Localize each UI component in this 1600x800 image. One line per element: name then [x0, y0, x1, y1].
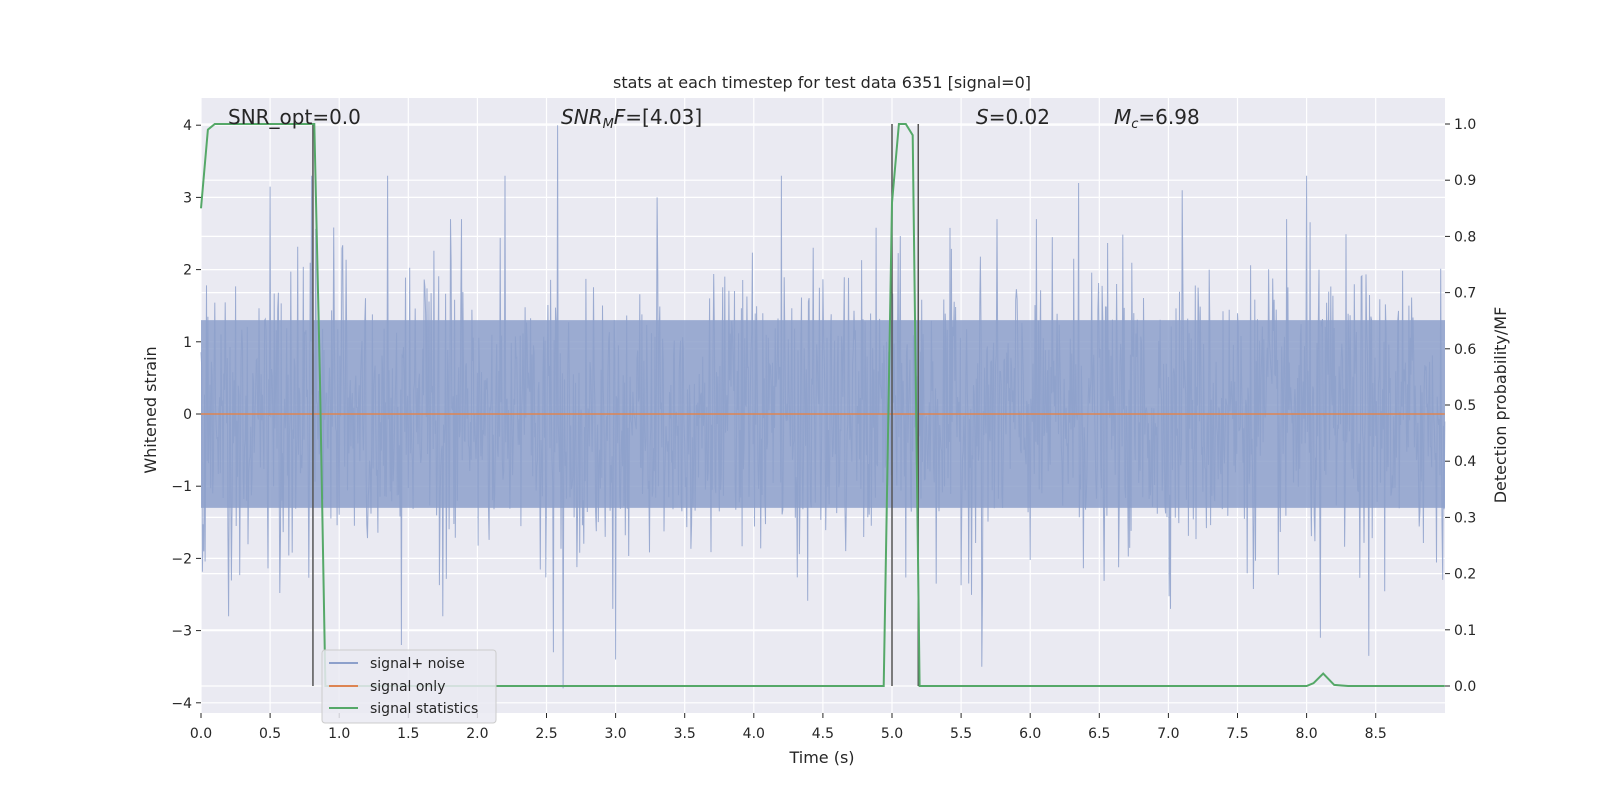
- y-tick-label-left: 3: [183, 190, 192, 206]
- y-tick-label-left: 4: [183, 118, 192, 134]
- x-tick-label: 1.5: [397, 726, 419, 742]
- signal-statistics-line: [200, 123, 1445, 687]
- y-tick-label-right: 0.8: [1454, 229, 1476, 245]
- y-tick-label-right: 0.5: [1454, 398, 1476, 414]
- x-tick-label: 6.0: [1019, 726, 1041, 742]
- y-tick-label-right: 1.0: [1454, 117, 1476, 133]
- snr-mf-rest-italic: F: [614, 105, 626, 129]
- annotation-snr-mf: SNRMF=[4.03]: [561, 105, 702, 132]
- legend: signal+ noise signal only signal statist…: [321, 649, 497, 724]
- x-tick-label: 4.5: [812, 726, 834, 742]
- mc-sub: c: [1131, 117, 1138, 132]
- snr-mf-rest: =[4.03]: [625, 105, 702, 129]
- y-tick-label-left: −2: [171, 551, 192, 567]
- x-tick-label: 3.0: [604, 726, 626, 742]
- x-tick-label: 0.5: [259, 726, 281, 742]
- x-tick-label: 4.0: [743, 726, 765, 742]
- x-tick-label: 2.5: [535, 726, 557, 742]
- y-tick-label-right: 0.1: [1454, 623, 1476, 639]
- y-tick-label-left: 0: [183, 407, 192, 423]
- x-tick-label: 7.0: [1157, 726, 1179, 742]
- y-ticks-left: −4 −3 −2 −1 0 1 2 3 4: [171, 118, 201, 712]
- noise-line: [200, 125, 1446, 689]
- y-tick-label-left: −3: [171, 624, 192, 640]
- x-axis-label: Time (s): [788, 748, 854, 767]
- y-axis-label-right: Detection probability/MF: [1491, 307, 1510, 504]
- x-tick-label: 1.0: [328, 726, 350, 742]
- annotation-mc: Mc=6.98: [1114, 105, 1200, 132]
- y-tick-label-right: 0.3: [1454, 510, 1476, 526]
- y-ticks-right: 0.0 0.1 0.2 0.3 0.4 0.5 0.6 0.7 0.8 0.9 1.0: [1445, 117, 1476, 695]
- s-rest: =0.02: [989, 105, 1050, 129]
- x-tick-label: 5.5: [950, 726, 972, 742]
- x-ticks: 0.0 0.5 1.0 1.5 2.0 2.5 3.0 3.5 4.0 4.5 5.0 5.5 6.0 6…: [190, 713, 1387, 742]
- y-tick-label-left: −4: [171, 696, 192, 712]
- y-tick-label-right: 0.9: [1454, 173, 1476, 189]
- annotation-snr-opt: SNR_opt=0.0: [228, 105, 361, 129]
- x-tick-label: 2.0: [466, 726, 488, 742]
- y-tick-label-right: 0.0: [1454, 679, 1476, 695]
- snr-mf-base: SNR: [561, 105, 603, 129]
- legend-label-statistics: signal statistics: [370, 701, 478, 717]
- series-signal-statistics: [200, 123, 1445, 687]
- x-tick-label: 6.5: [1088, 726, 1110, 742]
- chart-title: stats at each timestep for test data 635…: [613, 73, 1031, 92]
- annotation-s: S=0.02: [976, 105, 1050, 129]
- y-axis-label-left: Whitened strain: [141, 346, 160, 473]
- legend-box: [321, 649, 497, 724]
- mc-base: M: [1114, 105, 1131, 129]
- x-tick-label: 8.0: [1295, 726, 1317, 742]
- y-tick-label-right: 0.2: [1454, 567, 1476, 583]
- y-tick-label-left: 2: [183, 263, 192, 279]
- legend-label-signal-only: signal only: [370, 679, 445, 695]
- x-tick-label: 7.5: [1226, 726, 1248, 742]
- y-tick-label-left: −1: [171, 479, 192, 495]
- y-tick-label-left: 1: [183, 335, 192, 351]
- legend-label-noise: signal+ noise: [370, 656, 465, 672]
- x-tick-label: 8.5: [1365, 726, 1387, 742]
- mc-rest: =6.98: [1138, 105, 1199, 129]
- x-tick-label: 0.0: [190, 726, 212, 742]
- s-italic: S: [976, 105, 989, 129]
- x-tick-label: 5.0: [881, 726, 903, 742]
- snr-mf-sub: M: [603, 117, 614, 132]
- x-tick-label: 3.5: [674, 726, 696, 742]
- y-tick-label-right: 0.7: [1454, 286, 1476, 302]
- y-tick-label-right: 0.6: [1454, 342, 1476, 358]
- y-tick-label-right: 0.4: [1454, 454, 1476, 470]
